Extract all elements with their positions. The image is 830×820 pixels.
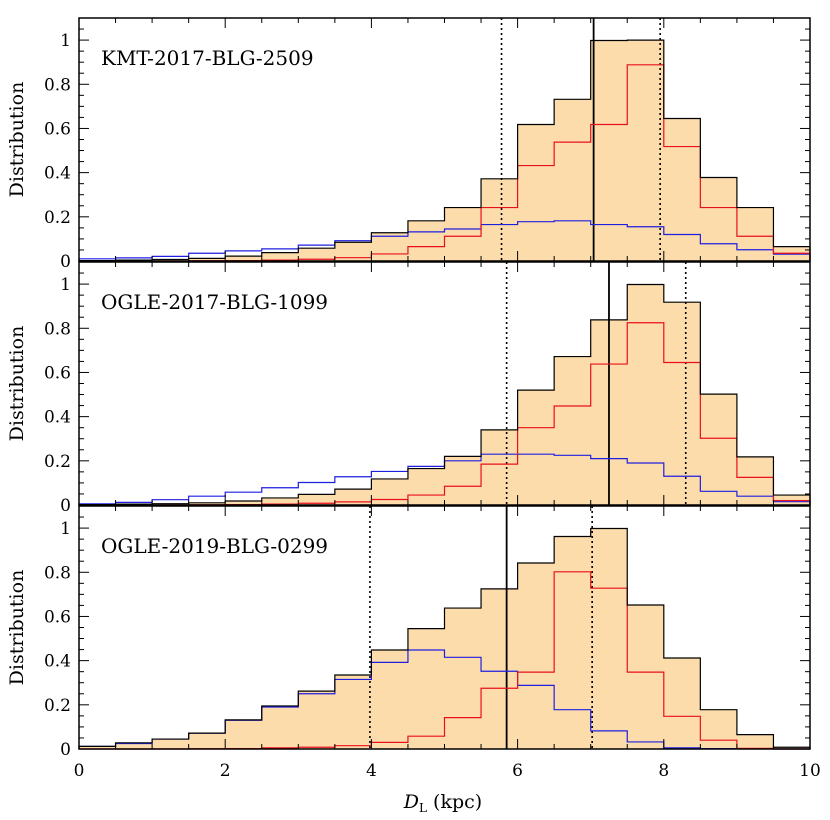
- x-tick-label: 0: [74, 761, 85, 781]
- panel-2: 0 0.2 0.4 0.6 0.8 1 Distribution OGLE-2017-BLG-…: [6, 261, 811, 516]
- x-tick-label: 2: [220, 761, 231, 781]
- y-tick-label: 0.4: [44, 652, 71, 672]
- y-axis-label: Distribution: [6, 82, 28, 198]
- x-tick-label: 8: [658, 761, 669, 781]
- y-axis-label: Distribution: [6, 326, 28, 442]
- y-tick-label: 0.6: [44, 119, 71, 139]
- x-tick-label: 4: [366, 761, 377, 781]
- x-tick-label: 10: [799, 761, 821, 781]
- y-tick-label: 0.6: [44, 363, 71, 383]
- total-histogram: [78, 527, 811, 749]
- y-tick-label: 0.8: [44, 75, 71, 95]
- disk-histogram: [78, 220, 811, 261]
- panel-title: OGLE-2019-BLG-0299: [101, 534, 328, 558]
- y-tick-label: 1: [60, 275, 71, 295]
- y-tick-label: 0.4: [44, 164, 71, 184]
- panel-title: OGLE-2017-BLG-1099: [101, 290, 328, 314]
- panel-title: KMT-2017-BLG-2509: [101, 46, 314, 70]
- y-tick-label: 0: [60, 496, 71, 516]
- y-tick-label: 0: [60, 740, 71, 760]
- y-tick-label: 0.8: [44, 319, 71, 339]
- y-axis-label: Distribution: [6, 570, 28, 686]
- y-tick-label: 1: [60, 31, 71, 51]
- x-axis-label: DL (kpc): [403, 791, 482, 815]
- y-tick-label: 0.6: [44, 607, 71, 627]
- y-tick-label: 0.2: [44, 208, 71, 228]
- panel-3: 00.20.40.60.810 2 4 6 8 10DistributionOGLE-20…: [6, 505, 821, 781]
- y-tick-label: 0.8: [44, 563, 71, 583]
- y-tick-label: 0.4: [44, 408, 71, 428]
- y-tick-label: 0.2: [44, 696, 71, 716]
- panel-1: 0 0.2 0.4 0.6 0.8 1 Distribution KMT-2017-BLG-2…: [6, 17, 811, 272]
- y-tick-label: 1: [60, 519, 71, 539]
- y-tick-label: 0.2: [44, 452, 71, 472]
- x-tick-label: 6: [512, 761, 523, 781]
- y-tick-label: 0: [60, 252, 71, 272]
